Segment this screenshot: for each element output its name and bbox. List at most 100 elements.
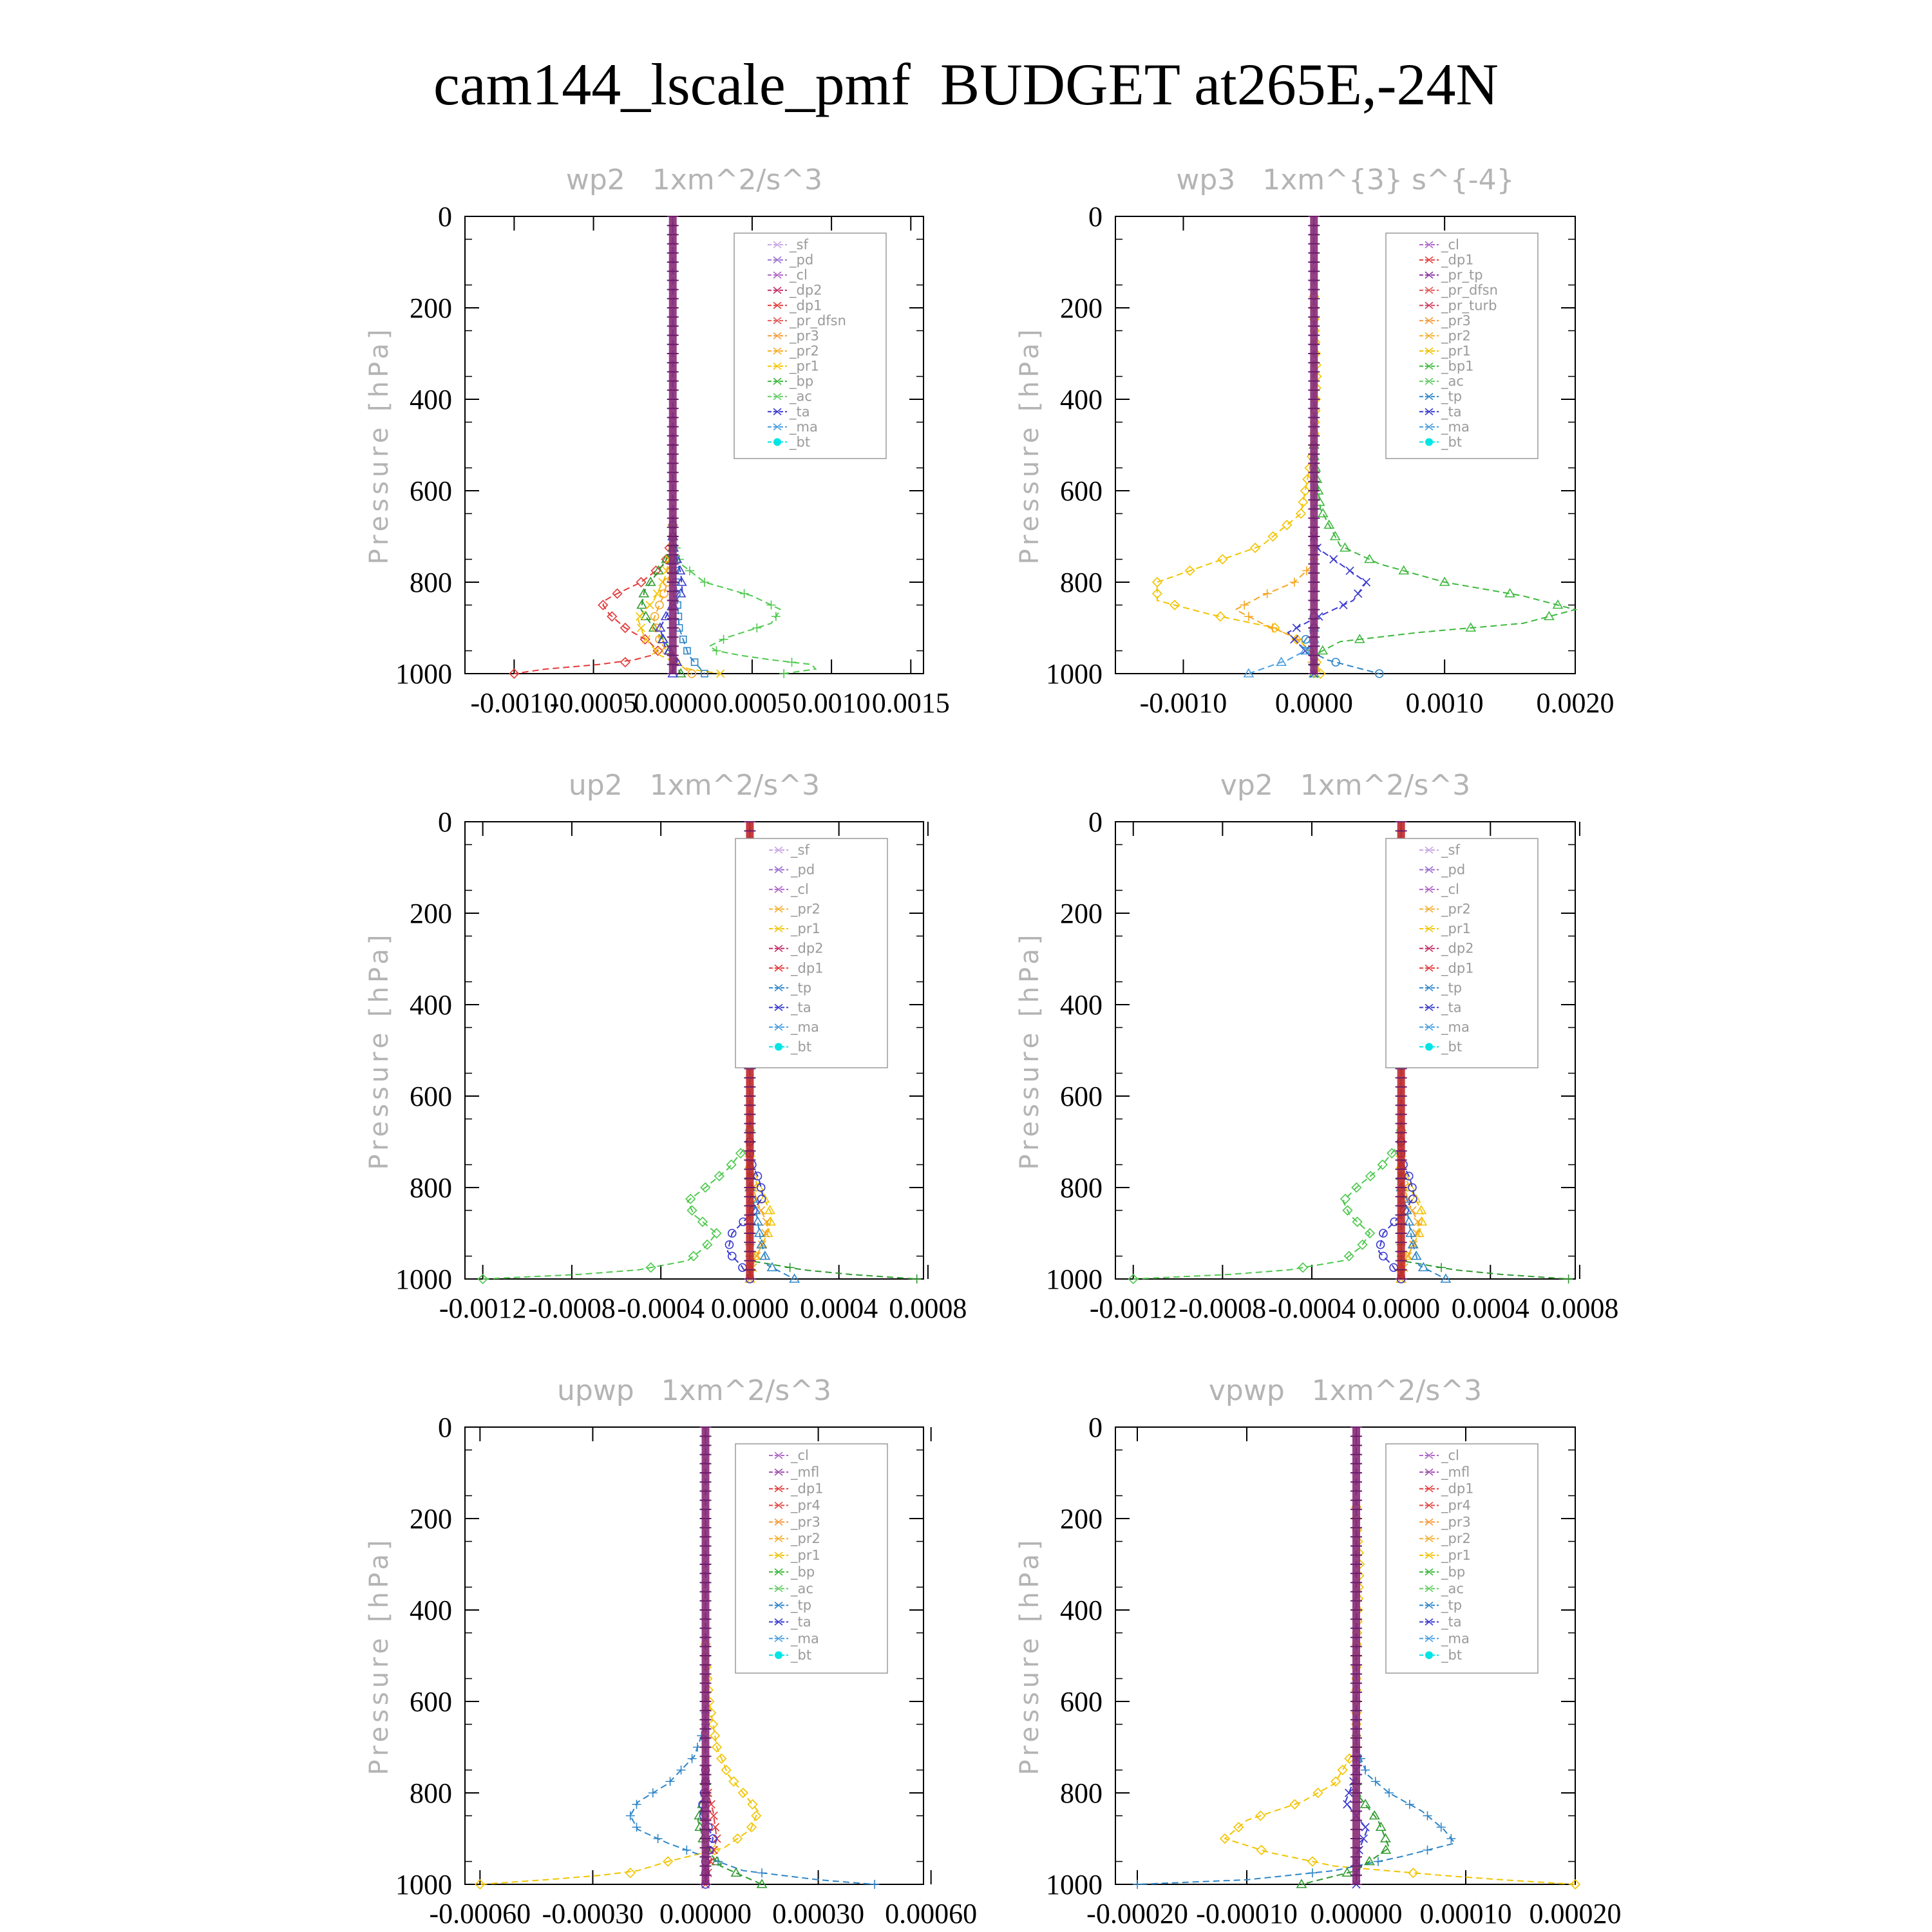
- data-point: [632, 1823, 641, 1832]
- data-point: [1312, 1787, 1323, 1799]
- data-point: [1437, 1263, 1446, 1273]
- legend-marker: [774, 1452, 783, 1459]
- data-point: [1408, 1206, 1417, 1215]
- data-point: [645, 600, 654, 610]
- data-point: [757, 1868, 767, 1878]
- plot-frame: [1115, 216, 1576, 674]
- data-point: [636, 599, 648, 609]
- data-point: [1298, 497, 1309, 507]
- y-tick-label: 1000: [395, 1869, 452, 1900]
- legend-label: _bp: [790, 1564, 815, 1580]
- series-pr2: [1234, 216, 1319, 678]
- data-point: [641, 635, 651, 644]
- data-point: [709, 1730, 721, 1741]
- data-point: [753, 1227, 765, 1237]
- data-point: [654, 622, 666, 632]
- data-point: [739, 589, 749, 598]
- legend-marker: [1425, 301, 1434, 309]
- legend-item: _ac: [768, 389, 812, 405]
- y-tick-label: 200: [1060, 898, 1103, 929]
- x-tick-label: 0.00000: [659, 1898, 752, 1929]
- y-axis-label: Pressure [hPa]: [1015, 1537, 1045, 1776]
- data-point: [1544, 611, 1555, 621]
- data-point: [1354, 634, 1365, 643]
- legend-item: _bt: [1419, 434, 1462, 450]
- data-point: [1439, 576, 1450, 586]
- legend-box: [1385, 838, 1539, 1068]
- legend-label: _pr1: [789, 359, 819, 375]
- data-point: [752, 623, 762, 632]
- legend-item: _dp2: [769, 941, 824, 957]
- data-point: [1233, 1822, 1244, 1833]
- data-point: [700, 578, 710, 587]
- legend-item: _cl: [1419, 237, 1459, 253]
- x-tick-label: -0.0010: [1140, 687, 1227, 719]
- legend-marker: [773, 362, 782, 370]
- data-point: [1345, 566, 1354, 575]
- x-tick-label: 0.0000: [1362, 1293, 1440, 1324]
- data-point: [1368, 1810, 1380, 1820]
- data-point: [694, 1810, 705, 1820]
- data-point: [1290, 635, 1299, 644]
- data-point: [726, 1159, 737, 1170]
- x-tick-label: 0.0004: [800, 1293, 878, 1324]
- legend-item: _pr2: [769, 1531, 820, 1547]
- data-point: [663, 1856, 674, 1867]
- legend-label: _bt: [789, 434, 810, 450]
- y-tick-label: 1000: [395, 1264, 452, 1295]
- data-point: [607, 611, 618, 622]
- legend-label: _pr_turb: [1441, 298, 1497, 314]
- legend-item: _dp1: [768, 298, 822, 314]
- legend-marker: [774, 846, 783, 854]
- y-tick-label: 400: [410, 384, 452, 415]
- series-dp1: [509, 216, 678, 679]
- series-line: [1301, 1427, 1390, 1885]
- legend-item: _bt: [1419, 1039, 1462, 1055]
- plot-frame: [1115, 1426, 1576, 1885]
- data-point: [1403, 1216, 1415, 1226]
- legend-label: _pr1: [1441, 343, 1471, 359]
- legend-marker: [774, 1468, 783, 1476]
- legend-item: _mfl: [769, 1464, 819, 1481]
- legend-marker: [773, 287, 782, 294]
- series-ta: [1287, 216, 1371, 678]
- x-tick-label: 0.0000: [711, 1293, 789, 1324]
- y-tick-label: 0: [1088, 1412, 1103, 1443]
- legend-marker: [773, 332, 782, 340]
- legend-label: _bt: [1441, 1647, 1462, 1663]
- y-tick-label: 800: [410, 1172, 452, 1204]
- legend-label: _pr_tp: [1441, 267, 1483, 283]
- data-point: [1352, 1217, 1363, 1227]
- data-point: [1340, 1193, 1351, 1204]
- data-point: [1405, 1799, 1414, 1809]
- data-point: [870, 1880, 880, 1889]
- data-point: [1282, 520, 1293, 531]
- data-point: [687, 1205, 697, 1216]
- data-point: [687, 1754, 697, 1763]
- legend-item: _pr4: [1419, 1498, 1471, 1514]
- data-point: [779, 669, 789, 678]
- data-point: [1300, 485, 1311, 497]
- data-point: [1215, 611, 1226, 622]
- legend-item: _dp1: [769, 960, 824, 976]
- data-point: [1357, 1239, 1368, 1250]
- data-point: [752, 1216, 763, 1226]
- legend-label: _ma: [790, 1631, 819, 1647]
- legend-marker: [1425, 271, 1434, 279]
- series-line: [1156, 216, 1321, 674]
- legend-item: _pd: [1419, 862, 1465, 878]
- data-point: [759, 1250, 771, 1260]
- legend-marker: [774, 1485, 783, 1493]
- legend-marker: [1425, 423, 1434, 431]
- legend-label: _sf: [1441, 842, 1460, 858]
- data-point: [685, 1193, 696, 1204]
- data-point: [1249, 542, 1261, 553]
- legend-item: _pr2: [768, 343, 819, 359]
- legend-item: _dp1: [1419, 1481, 1474, 1497]
- legend-label: _ma: [790, 1019, 819, 1036]
- y-tick-label: 200: [1060, 292, 1103, 324]
- legend-marker: [1425, 438, 1433, 446]
- data-point: [1364, 1227, 1376, 1239]
- y-tick-label: 200: [410, 292, 452, 324]
- data-point: [1364, 553, 1375, 564]
